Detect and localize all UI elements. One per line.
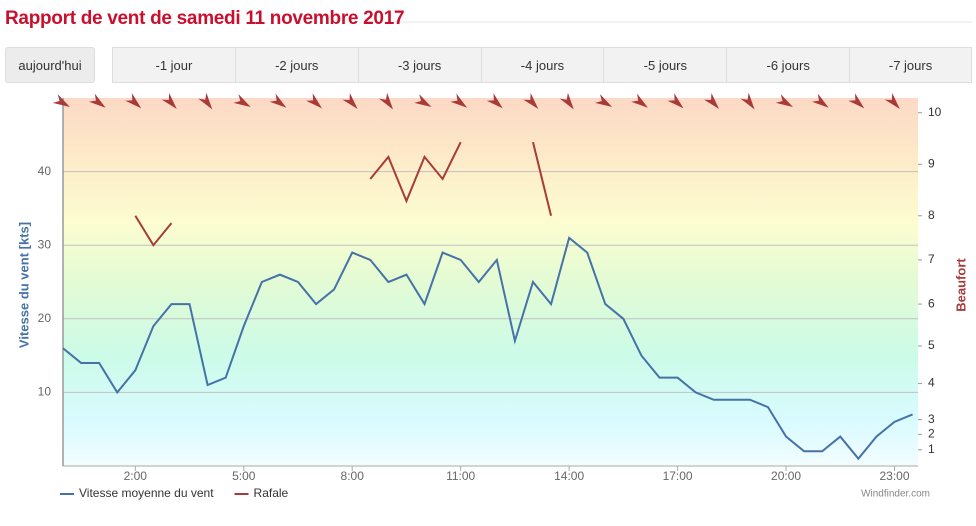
wind-arrow (233, 94, 251, 107)
x-tick-label: 17:00 (663, 469, 693, 483)
wind-arrow (161, 92, 177, 109)
wind-arrow (486, 93, 503, 109)
x-tick-label: 8:00 (341, 469, 365, 483)
plot: 10 20 30 40 123 4 5 6 7 8 9 10 2:00 5:00 8:00 11:00 14:0… (38, 92, 942, 483)
wind-arrow (450, 93, 468, 108)
wind-arrow (52, 94, 70, 107)
y2-tick-label: 10 (928, 105, 942, 119)
y2-tick-label: 2 (928, 427, 935, 441)
wind-arrow (125, 93, 142, 109)
wind-arrow (775, 94, 793, 107)
day-tab[interactable]: -7 jours (849, 47, 972, 83)
day-tab[interactable]: -5 jours (603, 47, 727, 83)
y-axis-label: Vitesse du vent [kts] (16, 222, 31, 348)
wind-arrow (269, 93, 287, 108)
beaufort-bands (63, 98, 918, 466)
page-title: Rapport de vent de samedi 11 novembre 20… (5, 8, 405, 29)
y2-tick-label: 8 (928, 208, 935, 222)
x-tick-label: 23:00 (879, 469, 909, 483)
y-tick-label: 10 (38, 385, 52, 399)
y2-tick-label: 5 (928, 338, 935, 352)
y2-tick-label: 4 (928, 376, 935, 390)
day-tab[interactable]: -6 jours (726, 47, 850, 83)
day-tab[interactable]: aujourd'hui (5, 47, 95, 83)
wind-arrow (594, 94, 613, 107)
y2-tick-label: 7 (928, 252, 935, 266)
y2-tick-label: 1 (928, 442, 935, 456)
x-tick-label: 14:00 (554, 469, 584, 483)
wind-arrow (342, 92, 358, 109)
x-tick-label: 2:00 (124, 469, 148, 483)
y-tick-label: 20 (38, 311, 52, 325)
legend: Vitesse moyenne du vent Rafale (60, 486, 289, 500)
y2-tick-label: 6 (928, 296, 935, 310)
wind-arrow (198, 92, 213, 110)
wind-arrow (523, 92, 539, 109)
wind-arrow (704, 92, 720, 109)
day-tab[interactable]: -2 jours (234, 47, 358, 83)
x-tick-label: 20:00 (771, 469, 801, 483)
wind-arrow (884, 92, 900, 109)
day-tab[interactable]: -4 jours (480, 47, 604, 83)
wind-arrow (811, 93, 829, 108)
wind-arrow (379, 92, 394, 110)
series-line (62, 236, 913, 461)
y-tick-label: 30 (38, 237, 52, 251)
wind-arrow (306, 93, 323, 109)
day-tab[interactable]: -3 jours (357, 47, 481, 83)
wind-arrow (848, 93, 865, 109)
credit: Windfinder.com (861, 489, 930, 500)
wind-arrow (667, 93, 684, 109)
x-tick-label: 5:00 (232, 469, 256, 483)
wind-arrow (631, 93, 648, 108)
day-tab[interactable]: -1 jour (112, 47, 235, 83)
y2-tick-label: 3 (928, 412, 935, 426)
series-line (134, 141, 553, 247)
wind-arrow (740, 92, 755, 110)
x-tick-label: 11:00 (446, 469, 475, 483)
legend-label: Vitesse moyenne du vent (79, 486, 214, 500)
y2-tick-label: 9 (928, 156, 935, 170)
wind-arrow (88, 93, 106, 108)
y2-axis-label: Beaufort (953, 258, 968, 312)
wind-arrow (414, 94, 432, 107)
legend-label: Rafale (254, 486, 289, 500)
wind-arrow (559, 92, 574, 110)
y-tick-label: 40 (38, 164, 52, 178)
